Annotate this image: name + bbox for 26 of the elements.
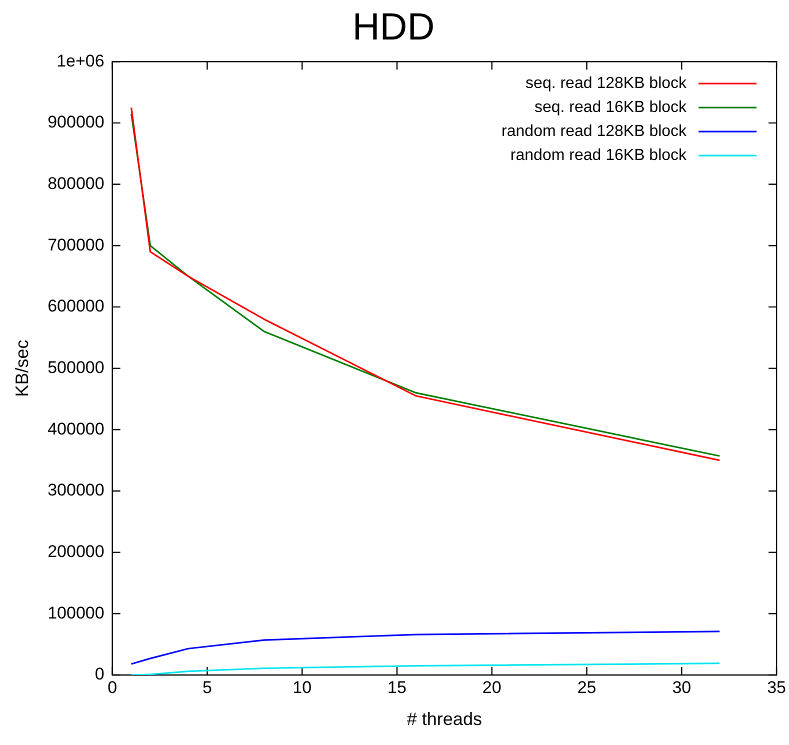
x-tick-label: 0 bbox=[108, 678, 118, 697]
y-tick-label: 500000 bbox=[48, 358, 104, 377]
legend-label: random read 128KB block bbox=[502, 123, 688, 140]
x-tick-label: 30 bbox=[672, 678, 692, 697]
x-axis-title: # threads bbox=[406, 709, 482, 730]
chart-title: HDD bbox=[352, 6, 435, 48]
x-tick-label: 35 bbox=[767, 678, 786, 697]
legend-label: seq. read 128KB block bbox=[526, 75, 688, 92]
y-tick-label: 100000 bbox=[48, 603, 104, 622]
y-tick-label: 400000 bbox=[48, 419, 104, 438]
x-tick-label: 15 bbox=[388, 678, 406, 697]
y-tick-label: 800000 bbox=[48, 174, 104, 193]
y-tick-label: 900000 bbox=[48, 112, 104, 132]
y-tick-label: 700000 bbox=[48, 235, 104, 254]
y-tick-label: 1e+06 bbox=[56, 51, 104, 70]
y-tick-label: 0 bbox=[94, 664, 104, 684]
x-tick-label: 10 bbox=[292, 678, 312, 697]
legend-label: seq. read 16KB block bbox=[534, 99, 688, 116]
legend-label: random read 16KB block bbox=[510, 147, 688, 164]
x-tick-label: 25 bbox=[577, 678, 596, 697]
y-axis-title: KB/sec bbox=[12, 340, 32, 397]
y-tick-label: 300000 bbox=[48, 480, 104, 500]
x-tick-label: 5 bbox=[202, 678, 212, 697]
x-tick-label: 20 bbox=[482, 678, 502, 697]
y-tick-label: 200000 bbox=[48, 542, 104, 562]
y-tick-label: 600000 bbox=[48, 296, 104, 316]
